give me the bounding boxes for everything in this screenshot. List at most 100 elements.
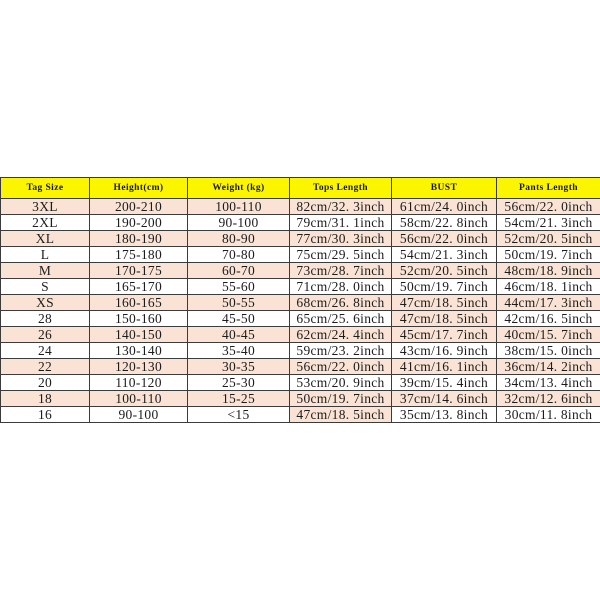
table-cell: 120-130 bbox=[89, 358, 188, 375]
table-row: XS 160-165 50-55 68cm/26. 8inch 47cm/18. 5in… bbox=[0, 294, 600, 311]
table-cell: XL bbox=[0, 230, 90, 247]
table-cell: 68cm/26. 8inch bbox=[289, 294, 392, 311]
table-cell: 73cm/28. 7inch bbox=[289, 262, 392, 279]
table-cell: 42cm/16. 5inch bbox=[496, 310, 600, 327]
table-cell: 37cm/14. 6inch bbox=[391, 390, 497, 407]
table-cell: 16 bbox=[0, 406, 90, 423]
table-row: 26 140-150 40-45 62cm/24. 4inch 45cm/17. 7in… bbox=[0, 326, 600, 343]
table-cell: 60-70 bbox=[187, 262, 290, 279]
table-cell: 35cm/13. 8inch bbox=[391, 406, 497, 423]
table-row: 3XL 200-210 100-110 82cm/32. 3inch 61cm/24. … bbox=[0, 198, 600, 215]
table-cell: 35-40 bbox=[187, 342, 290, 359]
table-cell: L bbox=[0, 246, 90, 263]
table-cell: 2XL bbox=[0, 214, 90, 231]
table-cell: 55-60 bbox=[187, 278, 290, 295]
table-cell: 52cm/20. 5inch bbox=[391, 262, 497, 279]
table-cell: S bbox=[0, 278, 90, 295]
table-cell: 56cm/22. 0inch bbox=[289, 358, 392, 375]
table-cell: 54cm/21. 3inch bbox=[391, 246, 497, 263]
table-row: 16 90-100 <15 47cm/18. 5inch 35cm/13. 8inch 3… bbox=[0, 406, 600, 423]
table-cell: 32cm/12. 6inch bbox=[496, 390, 600, 407]
table-cell: 160-165 bbox=[89, 294, 188, 311]
table-cell: 80-90 bbox=[187, 230, 290, 247]
table-cell: 61cm/24. 0inch bbox=[391, 198, 497, 215]
table-row: 24 130-140 35-40 59cm/23. 2inch 43cm/16. 9in… bbox=[0, 342, 600, 359]
header-cell-tops-length: Tops Length bbox=[289, 177, 392, 199]
table-cell: 22 bbox=[0, 358, 90, 375]
table-cell: 100-110 bbox=[187, 198, 290, 215]
header-cell-tag-size: Tag Size bbox=[0, 177, 90, 199]
table-cell: 79cm/31. 1inch bbox=[289, 214, 392, 231]
table-cell: 52cm/20. 5inch bbox=[496, 230, 600, 247]
table-cell: 30cm/11. 8inch bbox=[496, 406, 600, 423]
table-cell: 47cm/18. 5inch bbox=[391, 294, 497, 311]
table-cell: 48cm/18. 9inch bbox=[496, 262, 600, 279]
table-cell: 100-110 bbox=[89, 390, 188, 407]
table-row: L 175-180 70-80 75cm/29. 5inch 54cm/21. 3inc… bbox=[0, 246, 600, 263]
table-cell: 200-210 bbox=[89, 198, 188, 215]
table-cell: 150-160 bbox=[89, 310, 188, 327]
table-row: 20 110-120 25-30 53cm/20. 9inch 39cm/15. 4in… bbox=[0, 374, 600, 391]
table-cell: 18 bbox=[0, 390, 90, 407]
table-cell: 56cm/22. 0inch bbox=[496, 198, 600, 215]
table-cell: 34cm/13. 4inch bbox=[496, 374, 600, 391]
table-cell: 62cm/24. 4inch bbox=[289, 326, 392, 343]
table-cell: 175-180 bbox=[89, 246, 188, 263]
table-cell: 45-50 bbox=[187, 310, 290, 327]
header-cell-pants-length: Pants Length bbox=[496, 177, 600, 199]
table-cell: 3XL bbox=[0, 198, 90, 215]
table-cell: 110-120 bbox=[89, 374, 188, 391]
table-cell: <15 bbox=[187, 406, 290, 423]
table-cell: 180-190 bbox=[89, 230, 188, 247]
table-cell: 53cm/20. 9inch bbox=[289, 374, 392, 391]
table-cell: 165-170 bbox=[89, 278, 188, 295]
table-row: 18 100-110 15-25 50cm/19. 7inch 37cm/14. 6in… bbox=[0, 390, 600, 407]
table-cell: 50cm/19. 7inch bbox=[289, 390, 392, 407]
table-cell: 90-100 bbox=[187, 214, 290, 231]
table-cell: 50-55 bbox=[187, 294, 290, 311]
table-cell: 30-35 bbox=[187, 358, 290, 375]
table-cell: 130-140 bbox=[89, 342, 188, 359]
table-cell: 26 bbox=[0, 326, 90, 343]
table-row: XL 180-190 80-90 77cm/30. 3inch 56cm/22. 0in… bbox=[0, 230, 600, 247]
table-row: 22 120-130 30-35 56cm/22. 0inch 41cm/16. 1in… bbox=[0, 358, 600, 375]
table-cell: 20 bbox=[0, 374, 90, 391]
table-cell: 15-25 bbox=[187, 390, 290, 407]
header-cell-height: Height(cm) bbox=[89, 177, 188, 199]
table-cell: 38cm/15. 0inch bbox=[496, 342, 600, 359]
table-cell: 70-80 bbox=[187, 246, 290, 263]
table-row: S 165-170 55-60 71cm/28. 0inch 50cm/19. 7inc… bbox=[0, 278, 600, 295]
table-row: 2XL 190-200 90-100 79cm/31. 1inch 58cm/22. 8… bbox=[0, 214, 600, 231]
table-cell: 24 bbox=[0, 342, 90, 359]
table-body: 3XL 200-210 100-110 82cm/32. 3inch 61cm/24. … bbox=[0, 198, 600, 423]
table-cell: 40cm/15. 7inch bbox=[496, 326, 600, 343]
table-cell: 41cm/16. 1inch bbox=[391, 358, 497, 375]
table-cell: 45cm/17. 7inch bbox=[391, 326, 497, 343]
table-cell: 50cm/19. 7inch bbox=[391, 278, 497, 295]
table-row: 28 150-160 45-50 65cm/25. 6inch 47cm/18. 5in… bbox=[0, 310, 600, 327]
size-chart-table: Tag Size Height(cm) Weight (kg) Tops Len… bbox=[0, 177, 600, 423]
table-cell: 40-45 bbox=[187, 326, 290, 343]
table-cell: 43cm/16. 9inch bbox=[391, 342, 497, 359]
table-cell: 77cm/30. 3inch bbox=[289, 230, 392, 247]
header-cell-weight: Weight (kg) bbox=[187, 177, 290, 199]
table-cell: 39cm/15. 4inch bbox=[391, 374, 497, 391]
table-cell: 47cm/18. 5inch bbox=[391, 310, 497, 327]
header-row: Tag Size Height(cm) Weight (kg) Tops Len… bbox=[0, 177, 600, 199]
table-cell: 36cm/14. 2inch bbox=[496, 358, 600, 375]
table-cell: 44cm/17. 3inch bbox=[496, 294, 600, 311]
table-row: M 170-175 60-70 73cm/28. 7inch 52cm/20. 5inc… bbox=[0, 262, 600, 279]
table-cell: 71cm/28. 0inch bbox=[289, 278, 392, 295]
table-cell: 75cm/29. 5inch bbox=[289, 246, 392, 263]
table-cell: 170-175 bbox=[89, 262, 188, 279]
table-cell: M bbox=[0, 262, 90, 279]
table-cell: 46cm/18. 1inch bbox=[496, 278, 600, 295]
table-cell: 28 bbox=[0, 310, 90, 327]
table-cell: 50cm/19. 7inch bbox=[496, 246, 600, 263]
table-cell: 90-100 bbox=[89, 406, 188, 423]
table-cell: 190-200 bbox=[89, 214, 188, 231]
table-cell: 25-30 bbox=[187, 374, 290, 391]
table-cell: 47cm/18. 5inch bbox=[289, 406, 392, 423]
table-cell: 58cm/22. 8inch bbox=[391, 214, 497, 231]
table-cell: 56cm/22. 0inch bbox=[391, 230, 497, 247]
